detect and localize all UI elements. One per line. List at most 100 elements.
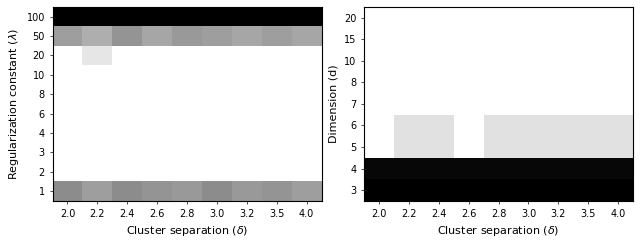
Bar	[202, 162, 232, 182]
Bar	[454, 7, 484, 28]
Bar	[52, 182, 83, 201]
Bar	[142, 182, 172, 201]
Bar	[202, 182, 232, 201]
Bar	[83, 162, 112, 182]
Bar	[603, 72, 633, 93]
Bar	[603, 7, 633, 28]
Bar	[112, 7, 142, 26]
Bar	[394, 136, 424, 158]
X-axis label: Cluster separation ($\delta$): Cluster separation ($\delta$)	[126, 224, 248, 238]
Bar	[202, 123, 232, 143]
Bar	[52, 7, 83, 26]
Bar	[52, 143, 83, 162]
Bar	[83, 65, 112, 85]
Bar	[292, 123, 321, 143]
Bar	[262, 182, 292, 201]
Bar	[202, 7, 232, 26]
Bar	[454, 50, 484, 72]
Bar	[484, 93, 513, 115]
Bar	[292, 104, 321, 123]
Bar	[603, 93, 633, 115]
Bar	[484, 158, 513, 179]
Bar	[112, 143, 142, 162]
Bar	[232, 65, 262, 85]
Bar	[202, 46, 232, 65]
Bar	[262, 104, 292, 123]
Bar	[364, 115, 394, 136]
Bar	[262, 26, 292, 46]
Bar	[543, 93, 573, 115]
Bar	[142, 7, 172, 26]
Bar	[424, 136, 454, 158]
Bar	[232, 182, 262, 201]
Bar	[172, 123, 202, 143]
Bar	[142, 26, 172, 46]
Bar	[394, 72, 424, 93]
Bar	[232, 7, 262, 26]
Bar	[172, 143, 202, 162]
Bar	[172, 46, 202, 65]
Bar	[172, 26, 202, 46]
Bar	[142, 104, 172, 123]
Bar	[232, 26, 262, 46]
Bar	[484, 72, 513, 93]
Bar	[513, 158, 543, 179]
Bar	[454, 28, 484, 50]
Bar	[112, 123, 142, 143]
Bar	[543, 7, 573, 28]
Bar	[172, 182, 202, 201]
Bar	[112, 65, 142, 85]
Bar	[573, 179, 603, 201]
Bar	[52, 85, 83, 104]
Bar	[262, 7, 292, 26]
Bar	[573, 72, 603, 93]
Bar	[603, 28, 633, 50]
Bar	[142, 123, 172, 143]
Bar	[603, 50, 633, 72]
Bar	[454, 136, 484, 158]
Bar	[573, 28, 603, 50]
Bar	[454, 115, 484, 136]
Bar	[394, 93, 424, 115]
Bar	[262, 46, 292, 65]
Bar	[172, 85, 202, 104]
Bar	[232, 123, 262, 143]
Bar	[424, 179, 454, 201]
Bar	[394, 179, 424, 201]
Bar	[603, 179, 633, 201]
Bar	[52, 65, 83, 85]
Bar	[292, 143, 321, 162]
Bar	[232, 104, 262, 123]
Bar	[364, 7, 394, 28]
Bar	[202, 143, 232, 162]
Bar	[513, 115, 543, 136]
X-axis label: Cluster separation ($\delta$): Cluster separation ($\delta$)	[437, 224, 560, 238]
Bar	[142, 46, 172, 65]
Bar	[424, 93, 454, 115]
Bar	[364, 158, 394, 179]
Bar	[52, 26, 83, 46]
Bar	[573, 136, 603, 158]
Bar	[424, 158, 454, 179]
Bar	[484, 28, 513, 50]
Bar	[83, 123, 112, 143]
Bar	[142, 143, 172, 162]
Bar	[573, 7, 603, 28]
Bar	[232, 143, 262, 162]
Bar	[424, 115, 454, 136]
Bar	[172, 7, 202, 26]
Bar	[573, 93, 603, 115]
Bar	[573, 158, 603, 179]
Bar	[172, 104, 202, 123]
Bar	[394, 50, 424, 72]
Bar	[513, 72, 543, 93]
Bar	[292, 182, 321, 201]
Bar	[112, 104, 142, 123]
Bar	[513, 179, 543, 201]
Bar	[202, 65, 232, 85]
Bar	[454, 179, 484, 201]
Bar	[262, 123, 292, 143]
Bar	[83, 46, 112, 65]
Bar	[83, 104, 112, 123]
Bar	[83, 85, 112, 104]
